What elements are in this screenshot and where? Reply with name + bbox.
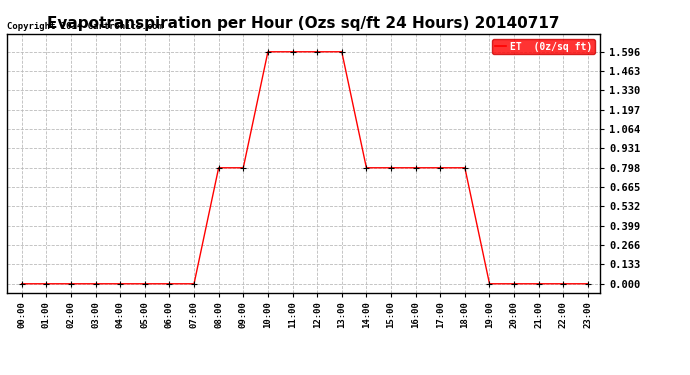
Legend: ET  (0z/sq ft): ET (0z/sq ft) xyxy=(492,39,595,54)
Title: Evapotranspiration per Hour (Ozs sq/ft 24 Hours) 20140717: Evapotranspiration per Hour (Ozs sq/ft 2… xyxy=(48,16,560,31)
Text: Copyright 2014 Cartronics.com: Copyright 2014 Cartronics.com xyxy=(7,22,163,31)
